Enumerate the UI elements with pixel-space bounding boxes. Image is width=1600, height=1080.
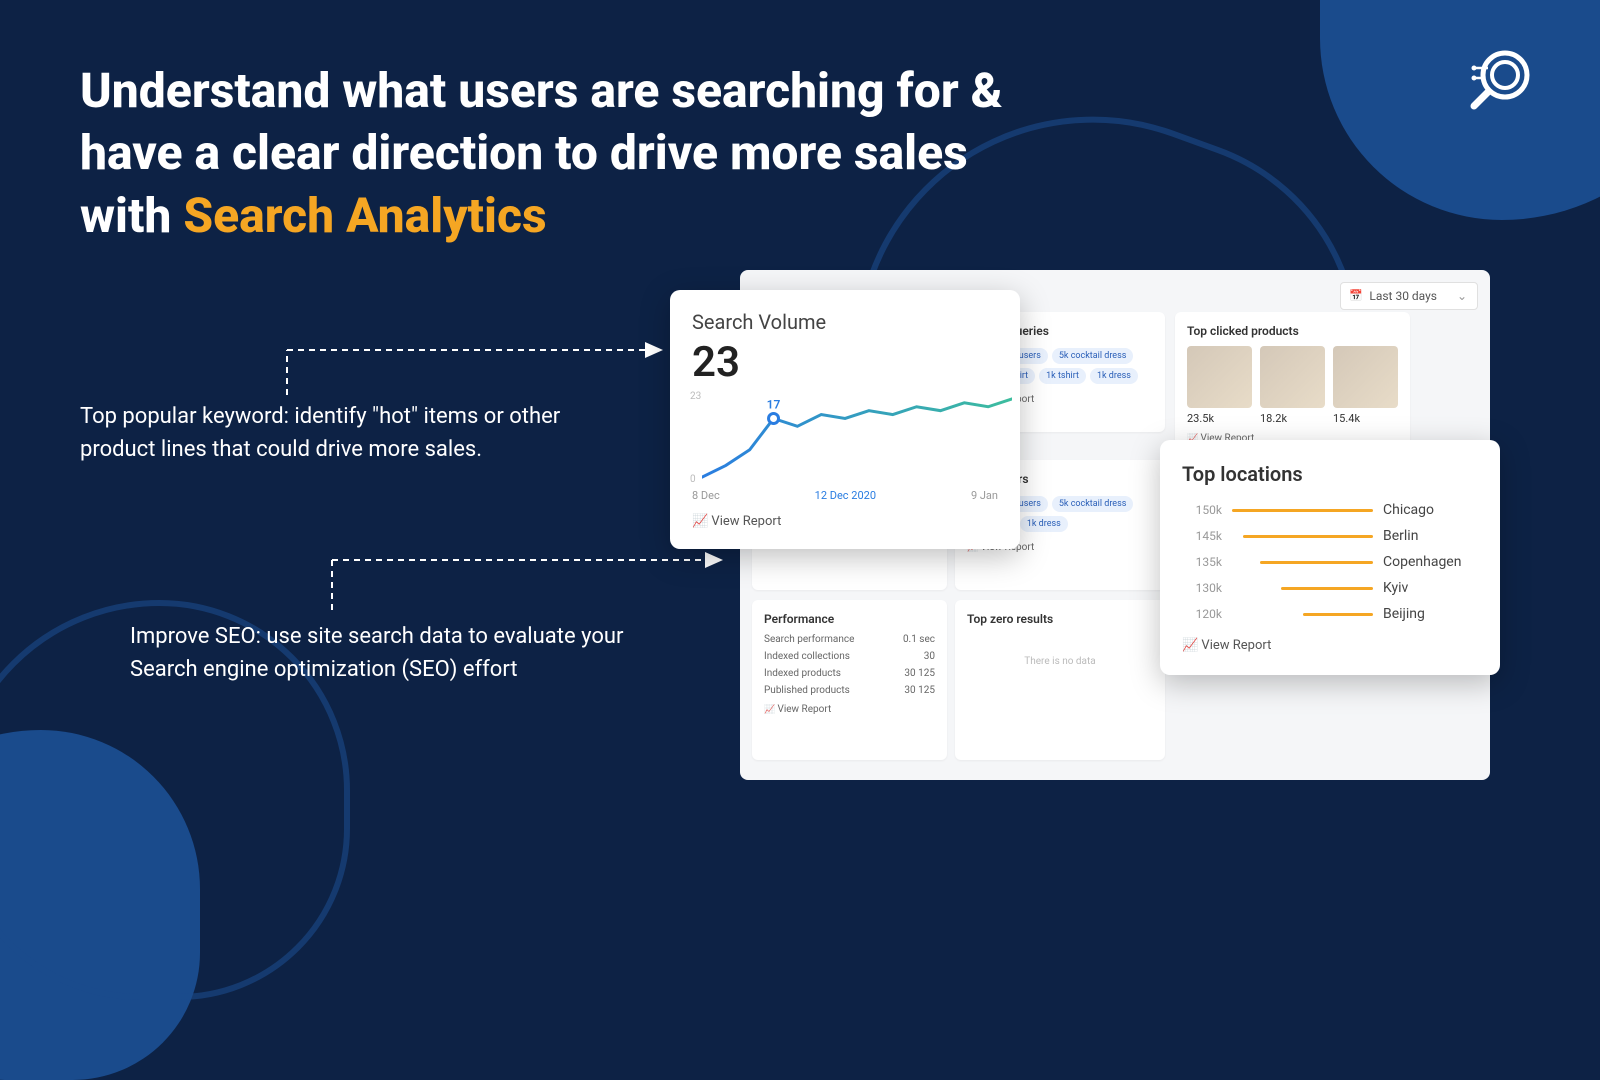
product-item[interactable]: 18.2k [1260,346,1325,425]
hero-headline: Understand what users are searching for … [80,60,1400,247]
search-volume-chart: 23 0 17 [692,395,998,485]
location-row: 145kBerlin [1182,528,1478,544]
query-tag[interactable]: 1k dress [1090,368,1138,384]
card-title: Top clicked products [1187,324,1398,338]
arrow-connector-1 [285,340,665,400]
product-value: 18.2k [1260,412,1325,425]
location-row: 130kKyiv [1182,580,1478,596]
product-item[interactable]: 23.5k [1187,346,1252,425]
location-row: 120kBeijing [1182,606,1478,622]
performance-row: Indexed products30 125 [764,668,935,679]
performance-row: Indexed collections30 [764,651,935,662]
top-locations-card: Top locations 150kChicago 145kBerlin 135kC… [1160,440,1500,675]
location-row: 135kCopenhagen [1182,554,1478,570]
brand-logo-icon [1460,40,1540,124]
view-report-link[interactable]: 📈 View Report [1182,638,1478,653]
chart-x-axis: 8 Dec 12 Dec 2020 9 Jan [692,489,998,502]
product-image [1260,346,1325,408]
feature-description-2: Improve SEO: use site search data to eva… [130,620,630,686]
zero-results-card: Top zero results There is no data [955,600,1165,760]
product-image [1333,346,1398,408]
product-value: 23.5k [1187,412,1252,425]
product-value: 15.4k [1333,412,1398,425]
headline-highlight: Search Analytics [183,187,546,244]
date-range-picker[interactable]: Last 30 days [1340,282,1478,310]
svg-text:17: 17 [767,397,781,411]
card-title: Search Volume [692,310,998,334]
performance-card: Performance Search performance0.1 sec Ind… [752,600,947,760]
card-title: Top zero results [967,612,1153,626]
query-tag[interactable]: 5k cocktail dress [1052,496,1134,512]
product-image [1187,346,1252,408]
arrow-connector-2 [330,550,725,615]
product-item[interactable]: 15.4k [1333,346,1398,425]
card-title: Top locations [1182,462,1478,486]
query-tag[interactable]: 5k cocktail dress [1052,348,1134,364]
feature-description-1: Top popular keyword: identify "hot" item… [80,400,610,466]
card-title: Performance [764,612,935,626]
search-volume-card: Search Volume 23 23 0 17 8 Dec 12 Dec 20… [670,290,1020,549]
location-row: 150kChicago [1182,502,1478,518]
performance-row: Search performance0.1 sec [764,634,935,645]
empty-state-text: There is no data [967,656,1153,667]
view-report-link[interactable]: 📈 View Report [692,514,998,529]
performance-row: Published products30 125 [764,685,935,696]
view-report-link[interactable]: View Report [764,704,935,715]
search-volume-value: 23 [692,338,998,387]
query-tag[interactable]: 1k dress [1020,516,1068,532]
query-tag[interactable]: 1k tshirt [1039,368,1086,384]
